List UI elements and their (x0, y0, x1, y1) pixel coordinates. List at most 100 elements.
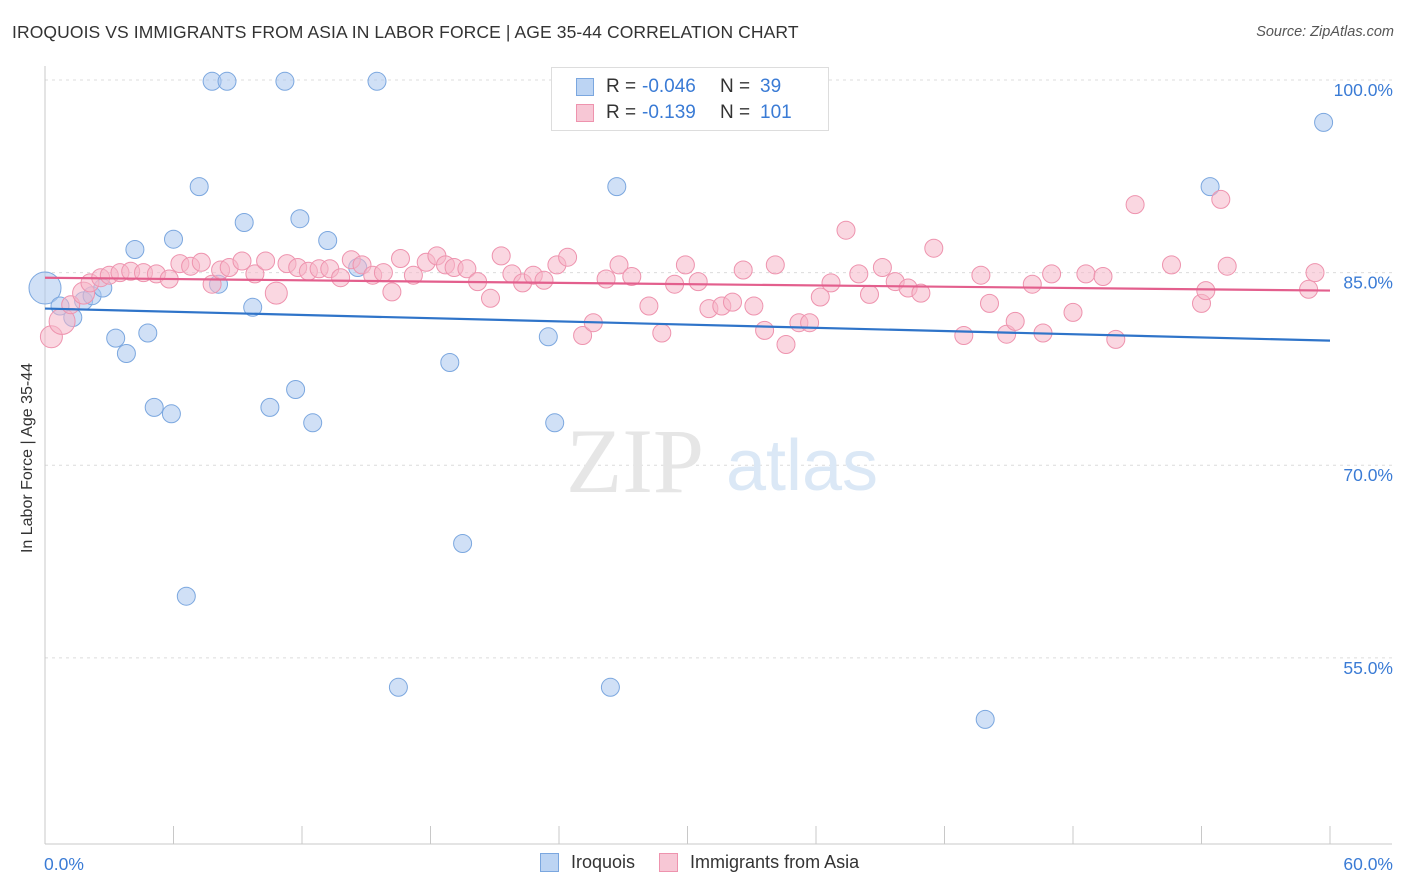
iroquois-point (538, 327, 558, 347)
immigrants-asia-point (652, 323, 672, 343)
immigrants-asia-point (733, 260, 753, 280)
legend-r-label: R = (606, 102, 637, 123)
legend-iroquois-label: Iroquois (571, 852, 636, 872)
immigrants-asia-point (1211, 189, 1231, 209)
iroquois-point (106, 328, 126, 348)
immigrants-asia-point (1076, 264, 1096, 284)
immigrants-asia-point (1196, 281, 1216, 301)
iroquois-point (453, 534, 473, 553)
legend-n-value: 39 (760, 76, 782, 97)
immigrants-asia-trend-line (44, 276, 1331, 292)
iroquois-point (28, 271, 62, 305)
immigrants-asia-point (821, 273, 841, 293)
chart-source: Source: ZipAtlas.com (1256, 24, 1394, 40)
immigrants-asia-point (481, 288, 500, 308)
x-tick-label-max: 60.0% (1343, 854, 1393, 874)
immigrants-asia-point (744, 296, 764, 316)
iroquois-point (217, 71, 237, 91)
trend-lines (44, 276, 1331, 342)
immigrants-asia-point (765, 255, 785, 275)
immigrants-asia-point (391, 249, 410, 268)
x-tick-label-min: 0.0% (44, 854, 84, 874)
legend-n-label: N = (720, 76, 751, 97)
iroquois-point (607, 177, 627, 197)
immigrants-asia-point (457, 259, 477, 279)
immigrants-asia-point (1093, 267, 1113, 286)
immigrants-asia-point (596, 269, 616, 289)
y-tick-label: 100.0% (1334, 80, 1393, 100)
immigrants-asia-point (264, 281, 288, 305)
iroquois-point (975, 709, 995, 729)
watermark-zip: ZIP (566, 410, 704, 512)
immigrants-asia-point (810, 287, 830, 307)
immigrants-asia-point (382, 282, 402, 302)
legend-item-immigrants-asia: Immigrants from Asia (659, 852, 859, 873)
immigrants-asia-point (534, 270, 554, 290)
immigrants-asia-point (836, 220, 856, 240)
chart-title: IROQUOIS VS IMMIGRANTS FROM ASIA IN LABO… (12, 22, 799, 42)
immigrants-asia-point (800, 313, 820, 333)
iroquois-point (275, 71, 295, 91)
immigrants-asia-point (723, 292, 742, 312)
iroquois-point (144, 397, 164, 417)
legend-row-iroquois: R = -0.046 N = 39 (576, 76, 781, 98)
immigrants-asia-point (688, 272, 708, 292)
legend-n-label: N = (720, 102, 751, 123)
immigrants-asia-point (191, 252, 211, 272)
legend-r-value: -0.046 (642, 76, 696, 97)
iroquois-point (189, 177, 209, 197)
legend-r-label: R = (606, 76, 637, 97)
iroquois-point (1200, 177, 1220, 197)
legend-item-iroquois: Iroquois (540, 852, 635, 873)
immigrants-asia-point (232, 251, 252, 271)
x-tick-labels: 0.0% 60.0% (44, 854, 1393, 874)
iroquois-point (388, 677, 408, 697)
legend-r-value: -0.139 (642, 102, 696, 123)
immigrants-asia-point (980, 293, 999, 313)
iroquois-swatch (576, 78, 594, 96)
immigrants-asia-point (373, 263, 393, 283)
iroquois-trend-line (44, 307, 1331, 342)
immigrants-asia-point (609, 255, 629, 275)
iroquois-point (1314, 112, 1334, 132)
immigrants-asia-point (491, 246, 511, 266)
y-tick-labels: 100.0% 85.0% 70.0% 55.0% (1334, 80, 1393, 678)
immigrants-asia-point (849, 264, 869, 284)
immigrants-asia-point (755, 320, 775, 340)
iroquois-point (243, 297, 263, 317)
iroquois-point (440, 353, 460, 372)
gridlines (45, 79, 1392, 659)
immigrants-asia-point (1106, 329, 1126, 349)
immigrants-asia-point (675, 255, 695, 275)
immigrants-asia-point (776, 335, 796, 354)
immigrants-asia-point (971, 265, 991, 285)
immigrants-asia-swatch (576, 104, 594, 122)
iroquois-point (116, 344, 136, 363)
immigrants-asia-point (1305, 263, 1325, 283)
immigrants-asia-point (1022, 274, 1042, 294)
immigrants-asia-point (331, 268, 351, 288)
immigrants-asia-point (1063, 302, 1083, 322)
legend-n-value: 101 (760, 102, 792, 123)
y-tick-label: 70.0% (1343, 465, 1393, 485)
iroquois-point (545, 413, 565, 433)
immigrants-asia-point (622, 267, 642, 286)
immigrants-asia-point (256, 251, 276, 271)
immigrants-asia-point (558, 247, 578, 267)
iroquois-point (161, 404, 181, 424)
iroquois-point (303, 413, 323, 433)
axes (44, 66, 1392, 845)
immigrants-asia-point (403, 265, 423, 285)
iroquois-point (260, 397, 280, 417)
data-points (28, 71, 1334, 729)
immigrants-asia-point (860, 284, 879, 304)
iroquois-legend-swatch (540, 853, 559, 872)
immigrants-asia-legend-swatch (659, 853, 679, 872)
iroquois-point (367, 71, 387, 91)
immigrants-asia-point (1125, 195, 1145, 215)
immigrants-asia-point (1005, 311, 1025, 331)
immigrants-asia-point (911, 283, 931, 303)
immigrants-asia-point (639, 296, 659, 316)
y-tick-label: 85.0% (1343, 273, 1393, 293)
